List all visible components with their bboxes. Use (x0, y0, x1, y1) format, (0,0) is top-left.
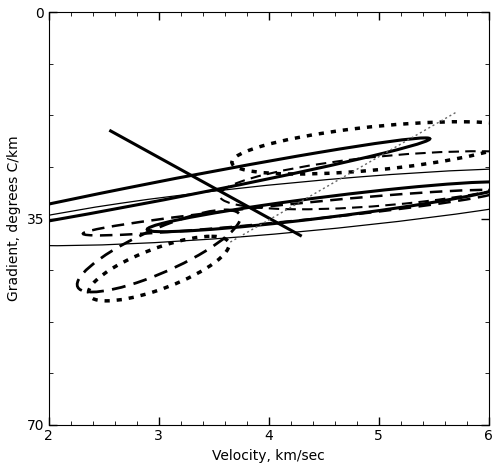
X-axis label: Velocity, km/sec: Velocity, km/sec (212, 449, 325, 463)
Y-axis label: Gradient, degrees C/km: Gradient, degrees C/km (7, 136, 21, 301)
